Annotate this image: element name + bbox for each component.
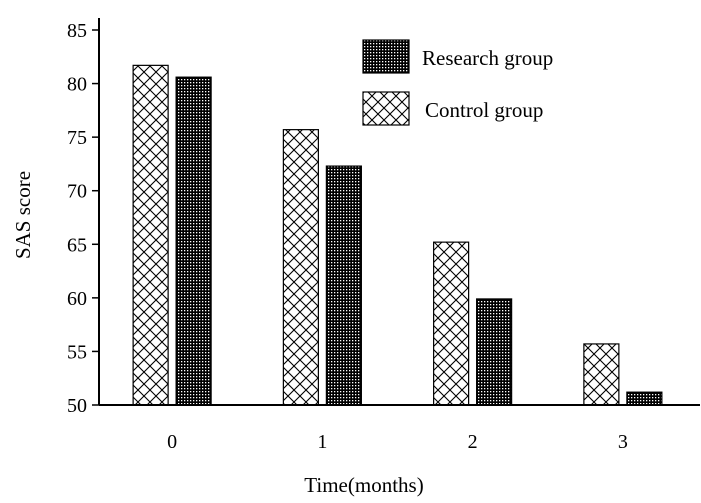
x-axis-title: Time(months) (304, 473, 423, 497)
x-tick-label: 2 (468, 431, 478, 453)
y-tick-label: 65 (67, 234, 87, 256)
x-tick-label: 1 (317, 431, 327, 453)
bar-research-group-2 (476, 298, 513, 406)
bar-control-group-1 (282, 129, 319, 406)
bar-research-group-3 (626, 391, 663, 406)
legend-swatch-control-group (362, 91, 410, 126)
legend-swatch-research-group (362, 39, 410, 74)
legend-label-control-group: Control group (425, 98, 543, 122)
y-axis: 50 55 60 65 70 75 80 85 (67, 18, 100, 417)
bar-control-group-2 (433, 241, 470, 406)
y-tick-label: 50 (67, 395, 87, 417)
y-tick-label: 85 (67, 20, 87, 42)
legend: Research group Control group (362, 39, 553, 126)
bar-control-group-0 (132, 64, 169, 406)
y-tick-label: 55 (67, 341, 87, 363)
y-tick-label: 75 (67, 127, 87, 149)
legend-label-research-group: Research group (422, 46, 553, 70)
x-axis: 0 1 2 3 (99, 404, 700, 453)
bar-control-group-3 (583, 343, 620, 406)
x-tick-label: 0 (167, 431, 177, 453)
x-tick-label: 3 (618, 431, 628, 453)
bar-research-group-1 (325, 165, 362, 406)
bar-research-group-0 (175, 76, 212, 406)
y-axis-title: SAS score (11, 171, 35, 259)
bars-group (132, 64, 663, 406)
y-tick-label: 80 (67, 74, 87, 96)
y-tick-label: 60 (67, 288, 87, 310)
y-tick-label: 70 (67, 181, 87, 203)
